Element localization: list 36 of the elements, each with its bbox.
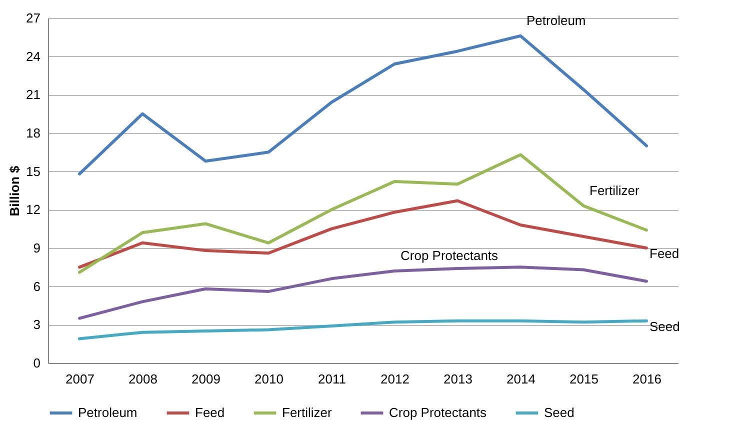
- annotation: Petroleum: [526, 12, 586, 28]
- line-series: [78, 319, 648, 340]
- annotation: Seed: [650, 318, 680, 334]
- line-series: [78, 266, 648, 320]
- y-tick-label: 0: [33, 356, 40, 370]
- y-tick-label: 27: [26, 10, 40, 26]
- legend-label: Petroleum: [78, 405, 138, 420]
- x-tick-label: 2009: [192, 372, 220, 386]
- line-series: [78, 199, 648, 269]
- x-tick-label: 2012: [380, 372, 410, 386]
- y-tick-label: 12: [26, 202, 40, 218]
- annotation: Feed: [650, 246, 680, 261]
- x-tick-label: 2011: [318, 372, 346, 386]
- x-tick-label: 2010: [254, 372, 284, 386]
- x-tick-label: 2013: [444, 372, 472, 386]
- y-tick-label: 24: [26, 48, 40, 64]
- y-tick-label: 9: [33, 240, 40, 256]
- x-tick-label: 2015: [570, 372, 598, 386]
- y-tick-label: 18: [26, 126, 40, 140]
- y-tick-label: 3: [33, 317, 40, 332]
- legend-label: Crop Protectants: [389, 405, 488, 420]
- x-tick-label: 2008: [128, 372, 158, 386]
- legend-label: Seed: [544, 405, 574, 420]
- legend-label: Feed: [195, 405, 225, 420]
- y-axis-title: Billion $: [7, 164, 22, 216]
- line-series: [78, 34, 648, 176]
- x-tick-label: 2016: [632, 372, 662, 386]
- annotation: Crop Protectants: [400, 248, 499, 263]
- legend-label: Fertilizer: [282, 405, 333, 420]
- x-tick-label: 2014: [506, 372, 536, 386]
- y-tick-label: 6: [33, 278, 40, 294]
- annotation: Fertilizer: [590, 182, 640, 198]
- line-series: [78, 153, 648, 274]
- y-tick-label: 21: [26, 87, 40, 102]
- x-tick-label: 2007: [66, 372, 94, 386]
- y-tick-label: 15: [26, 164, 40, 179]
